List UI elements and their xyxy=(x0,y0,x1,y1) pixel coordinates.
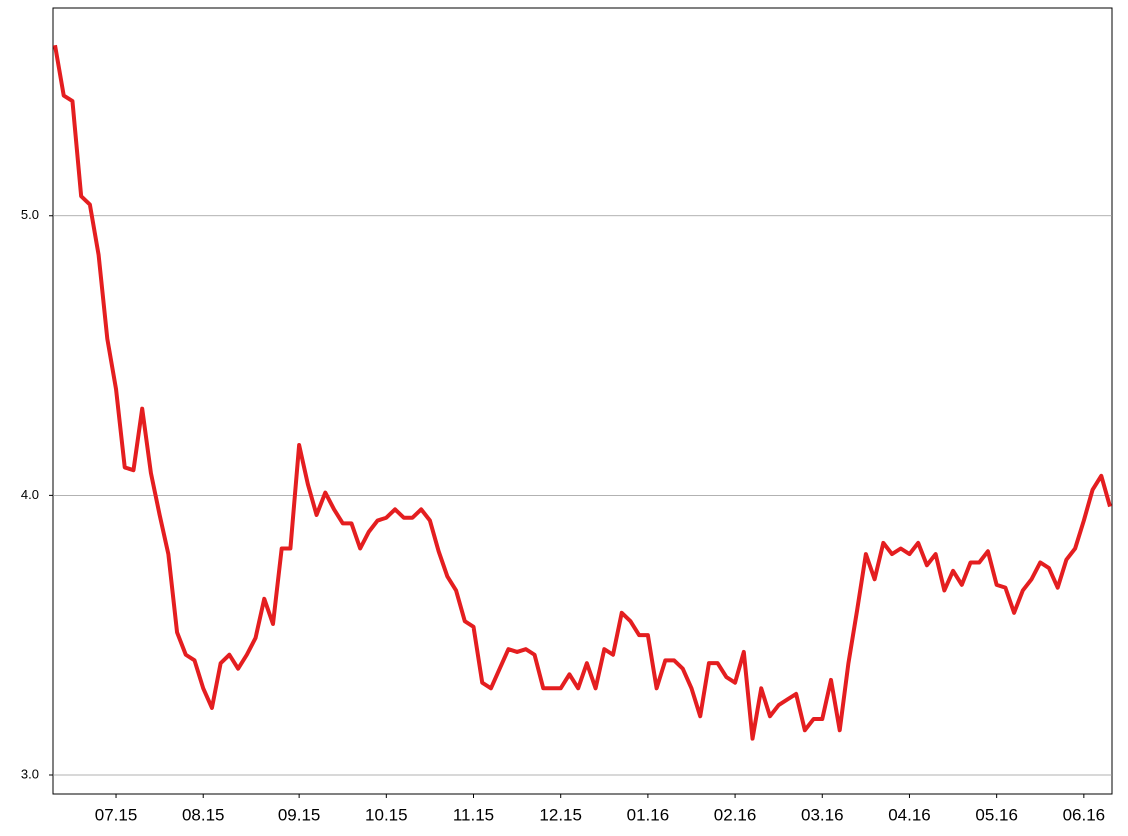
x-tick-label: 06.16 xyxy=(1063,805,1106,824)
x-tick-label: 03.16 xyxy=(801,805,844,824)
x-tick-label: 08.15 xyxy=(182,805,225,824)
x-tick-label: 11.15 xyxy=(453,805,494,824)
data-line xyxy=(53,44,1112,741)
y-tick-label: 3.0 xyxy=(21,766,39,781)
x-tick-label: 02.16 xyxy=(714,805,757,824)
y-tick-label: 4.0 xyxy=(21,487,39,502)
x-tick-label: 12.15 xyxy=(539,805,582,824)
x-tick-label: 09.15 xyxy=(278,805,321,824)
x-tick-label: 07.15 xyxy=(95,805,138,824)
x-tick-label: 05.16 xyxy=(975,805,1018,824)
x-tick-label: 04.16 xyxy=(888,805,931,824)
x-tick-label: 10.15 xyxy=(365,805,408,824)
x-tick-label: 01.16 xyxy=(627,805,670,824)
plot-frame xyxy=(52,7,1113,795)
y-tick-label: 5.0 xyxy=(21,207,39,222)
